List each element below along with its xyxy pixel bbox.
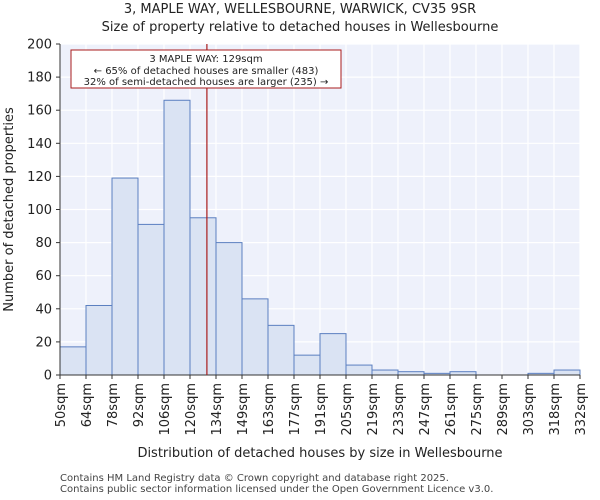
x-tick-label: 120sqm [184,383,199,436]
x-tick-label: 247sqm [418,383,433,436]
y-axis: 0 20 40 60 80 100 120 140 160 180 200 [27,38,61,384]
annotation-line-1: 3 MAPLE WAY: 129sqm [149,54,262,65]
x-tick-label: 106sqm [158,383,173,436]
bar [137,223,165,376]
x-axis: 50sqm 64sqm 78sqm 92sqm 106sqm 120sqm 134sqm 14… [54,374,589,436]
bar [111,177,139,376]
x-tick-label: 332sqm [574,383,589,436]
x-tick-label: 303sqm [522,383,537,436]
x-tick-label: 149sqm [236,383,251,436]
grid-lines [59,43,581,375]
y-tick-label: 80 [35,236,52,251]
x-tick-label: 92sqm [132,383,147,427]
annotation-box: 3 MAPLE WAY: 129sqm ← 65% of detached ho… [70,49,342,89]
x-tick-label: 205sqm [340,383,355,436]
y-axis-label: Number of detached properties [2,107,17,312]
x-tick-label: 261sqm [444,383,459,436]
y-tick-label: 40 [35,302,52,317]
y-tick-label: 160 [27,104,52,119]
y-tick-label: 180 [27,71,52,86]
x-tick-label: 78sqm [106,383,121,427]
y-tick-label: 60 [35,269,52,284]
x-tick-label: 275sqm [470,383,485,436]
x-tick-label: 177sqm [288,383,303,436]
bar [553,369,581,376]
y-tick-label: 100 [27,203,52,218]
bar [59,346,87,376]
bar [189,217,217,376]
x-tick-label: 50sqm [54,383,69,427]
annotation-line-2: ← 65% of detached houses are smaller (48… [94,66,319,77]
x-tick-label: 64sqm [80,383,95,427]
x-tick-label: 219sqm [366,383,381,436]
chart-subtitle: Size of property relative to detached ho… [101,20,499,35]
annotation-frame [70,49,342,89]
bar [163,99,191,376]
x-tick-label: 134sqm [210,383,225,436]
bar [215,242,243,376]
x-tick-label: 233sqm [392,383,407,436]
footer-line-1: Contains HM Land Registry data © Crown c… [60,473,449,484]
x-tick-label: 163sqm [262,383,277,436]
x-tick-label: 191sqm [314,383,329,436]
bar [241,298,269,376]
x-tick-label: 318sqm [548,383,563,436]
bar [267,324,295,376]
x-tick-label: 289sqm [496,383,511,436]
chart-title: 3, MAPLE WAY, WELLESBOURNE, WARWICK, CV3… [123,2,477,17]
bar [371,369,399,376]
y-tick-label: 20 [35,335,52,350]
bar [345,364,373,376]
bar [319,333,347,376]
y-tick-label: 200 [27,38,52,53]
y-tick-label: 120 [27,170,52,185]
bar [293,354,321,376]
x-axis-label: Distribution of detached houses by size … [137,446,502,461]
y-tick-label: 140 [27,137,52,152]
annotation-line-3: 32% of semi-detached houses are larger (… [84,77,329,88]
footer-line-2: Contains public sector information licen… [60,484,494,495]
bar [85,304,113,376]
bars [59,99,581,376]
y-tick-label: 0 [44,369,52,384]
